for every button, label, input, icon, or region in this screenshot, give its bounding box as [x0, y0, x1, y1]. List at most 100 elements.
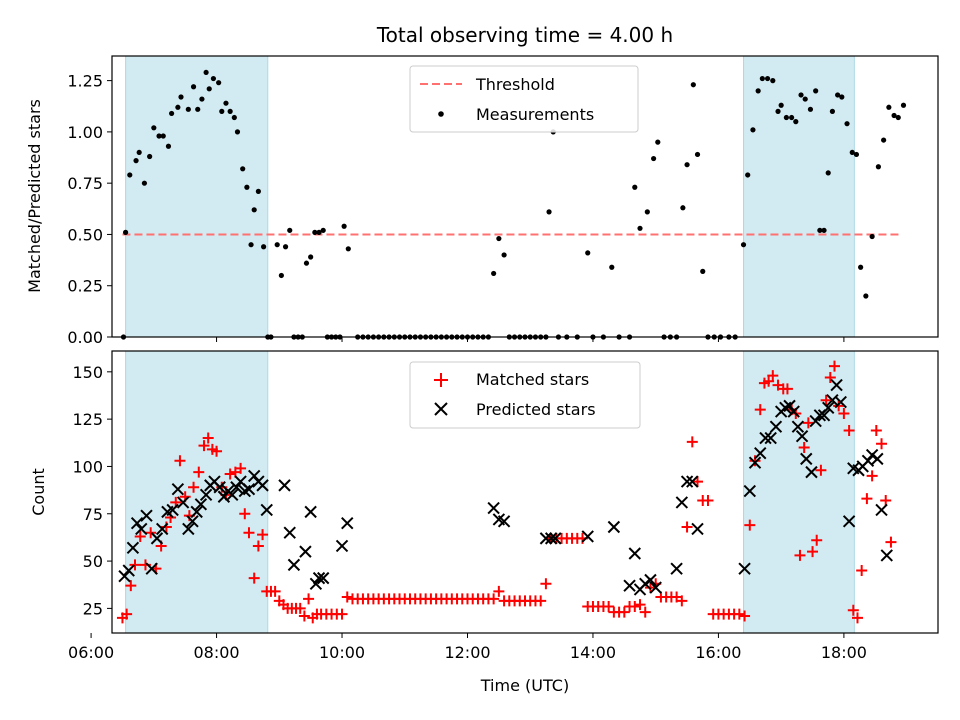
top-legend-box — [409, 65, 639, 133]
matched-star-point — [838, 407, 850, 419]
predicted-star-point — [256, 479, 269, 492]
matched-star-point — [739, 610, 751, 622]
y-tick-label: 50 — [83, 552, 103, 571]
x-tick-label: 06:00 — [68, 643, 114, 662]
predicted-star-point — [182, 522, 195, 536]
measurement-point — [496, 235, 502, 242]
measurement-point — [203, 69, 209, 76]
matched-star-point — [702, 495, 714, 507]
predicted-star-point — [686, 475, 699, 488]
measurement-point — [789, 114, 795, 121]
matched-star-point — [807, 546, 819, 558]
matched-star-point — [828, 360, 840, 372]
matched-star-point — [754, 404, 766, 416]
measurement-point — [546, 209, 552, 215]
measurement-point — [694, 151, 701, 158]
top-panel: 0.00 0.25 0.50 0.75 1.00 1.25 Total observing… — [25, 23, 939, 347]
bottom-panel: 25 50 75 100 125 150 06:00 08:00 10:00 12:00 14:0… — [29, 350, 939, 695]
y-tick-label: 0.25 — [67, 277, 103, 296]
measurement-point — [122, 229, 129, 235]
predicted-star-point — [166, 503, 179, 517]
predicted-star-point — [226, 488, 239, 502]
predicted-star-point — [299, 545, 312, 558]
top-shaded-regions — [125, 55, 855, 338]
top-legend: Threshold Measurements — [409, 65, 639, 133]
measurement-point — [900, 102, 907, 108]
measurement-point — [839, 94, 845, 100]
predicted-star-point — [649, 581, 662, 594]
matched-star-point — [676, 595, 688, 607]
measurement-point — [755, 88, 761, 94]
measurement-point — [206, 86, 212, 92]
measurement-point — [341, 223, 347, 229]
predicted-legend-swatch — [434, 402, 448, 416]
bottom-y-axis: 25 50 75 100 125 150 — [72, 363, 112, 618]
shaded-interval — [743, 350, 855, 634]
measurement-point — [637, 225, 643, 231]
measurement-point — [821, 227, 827, 233]
measurement-point — [165, 143, 172, 149]
predicted-star-point — [118, 570, 131, 583]
measurement-point — [195, 106, 201, 112]
matched-star-point — [257, 529, 269, 541]
measurement-point — [891, 112, 897, 119]
matched-star-point — [188, 481, 200, 493]
measurement-point — [829, 108, 835, 114]
top-chart-title: Total observing time = 4.00 h — [376, 23, 673, 47]
matched-star-point — [767, 370, 779, 382]
predicted-star-point — [487, 501, 500, 515]
measurement-point — [863, 293, 869, 299]
y-tick-label: 150 — [72, 363, 103, 382]
predicted-star-point — [875, 503, 888, 517]
measurement-point — [813, 88, 819, 94]
predicted-star-point — [639, 577, 652, 590]
matched-star-point — [224, 468, 236, 480]
matched-star-point — [861, 493, 873, 505]
predicted-star-point — [787, 405, 800, 418]
matched-star-point — [843, 424, 855, 436]
measurement-point — [223, 100, 229, 106]
matched-star-point — [248, 572, 260, 584]
measurement-point — [783, 114, 789, 121]
measurement-point — [807, 106, 814, 112]
predicted-star-point — [341, 517, 354, 530]
measurement-point — [491, 270, 497, 277]
matched-star-point — [298, 610, 310, 622]
matched-star-point — [121, 608, 133, 620]
measurement-point — [282, 244, 289, 250]
predicted-star-point — [230, 481, 243, 494]
matched-star-point — [856, 565, 868, 577]
y-tick-label: 0.50 — [67, 225, 103, 244]
matched-star-point — [145, 527, 157, 539]
measurement-point — [817, 227, 823, 233]
matched-star-point — [820, 394, 832, 406]
matched-star-point — [336, 608, 348, 620]
predicted-star-point — [871, 452, 884, 466]
predicted-star-point — [607, 520, 621, 534]
predicted-star-point — [140, 509, 153, 522]
matched-star-point — [488, 593, 500, 605]
predicted-star-point — [335, 539, 349, 553]
predicted-star-point — [805, 465, 818, 479]
measurement-point — [881, 137, 887, 143]
measurement-point — [798, 92, 804, 98]
measurement-point — [875, 164, 882, 170]
predicted-star-point — [497, 515, 511, 528]
measurement-point — [684, 162, 690, 168]
measurement-point — [210, 75, 217, 82]
y-tick-label: 100 — [72, 457, 103, 476]
measurement-point — [156, 133, 162, 139]
measurement-point — [849, 149, 855, 156]
matched-star-point — [341, 591, 353, 603]
measurement-point — [651, 155, 657, 162]
measurement-point — [750, 127, 756, 133]
matched-star-point — [294, 602, 306, 614]
predicted-star-point — [549, 532, 562, 545]
matched-star-point — [692, 476, 704, 488]
matched-star-point — [125, 580, 137, 592]
matched-star-point — [815, 464, 827, 476]
predicted-star-point — [130, 517, 144, 530]
x-tick-label: 18:00 — [821, 643, 867, 662]
matched-star-point — [193, 466, 205, 478]
